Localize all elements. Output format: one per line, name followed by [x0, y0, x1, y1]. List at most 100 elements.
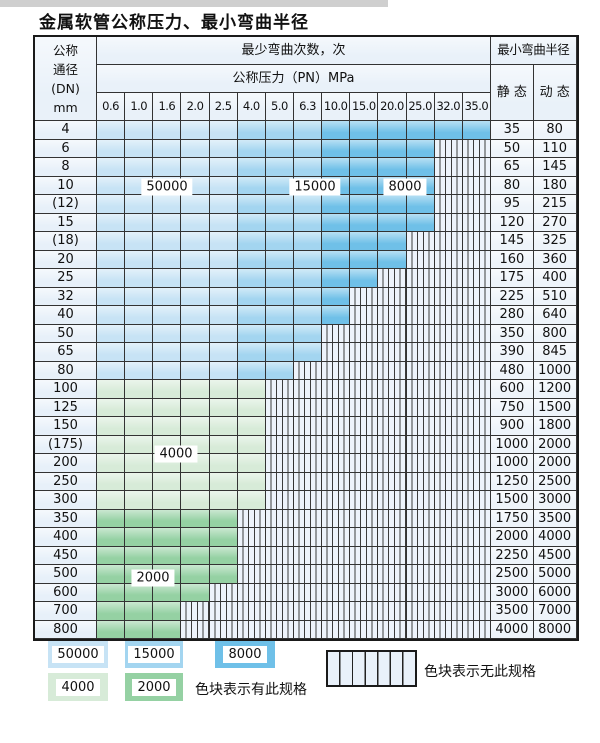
spec-cell: [97, 602, 126, 621]
no-spec-cell: [322, 361, 351, 380]
pressure-value-header: 32.0: [434, 93, 463, 121]
spec-cell: [181, 491, 210, 510]
no-spec-cell: [434, 306, 463, 325]
no-spec-cell: [293, 472, 323, 491]
dn-cell: 150: [35, 417, 97, 436]
spec-cell: [293, 343, 323, 362]
no-spec-cell: [350, 509, 379, 528]
spec-cell: [209, 361, 238, 380]
no-spec-cell: [322, 583, 351, 602]
spec-cell: [181, 380, 210, 399]
spec-cell: [97, 250, 126, 269]
no-spec-cell: [378, 417, 407, 436]
spec-cell: [322, 213, 351, 232]
spec-cell: [209, 528, 238, 547]
dynamic-radius-cell: 4000: [533, 528, 577, 547]
pressure-value-header: 4.0: [237, 93, 266, 121]
spec-cell: [153, 343, 182, 362]
no-spec-cell: [406, 269, 435, 288]
spec-cell: [350, 195, 379, 214]
no-spec-cell: [322, 491, 351, 510]
spec-cell: [97, 454, 126, 473]
dn-cell: 300: [35, 491, 97, 510]
spec-cell: [181, 509, 210, 528]
dn-cell: 20: [35, 250, 97, 269]
dynamic-radius-cell: 7000: [533, 602, 577, 621]
spec-cell: [153, 306, 182, 325]
no-spec-cell: [350, 398, 379, 417]
spec-cell: [97, 380, 126, 399]
no-spec-cell: [406, 287, 435, 306]
no-spec-cell: [462, 250, 491, 269]
dynamic-radius-cell: 3000: [533, 491, 577, 510]
no-spec-cell: [293, 380, 323, 399]
spec-cell: [378, 158, 407, 177]
static-radius-cell: 4000: [489, 620, 534, 639]
spec-cell: [265, 361, 294, 380]
spec-cell: [237, 176, 266, 195]
dynamic-column-header: 动 态: [533, 65, 577, 121]
spec-cell: [125, 417, 154, 436]
cycle-count-label: 4000: [154, 445, 198, 463]
spec-cell: [97, 361, 126, 380]
legend-swatch-label: 15000: [128, 646, 180, 663]
no-spec-cell: [209, 583, 238, 602]
no-spec-cell: [462, 602, 491, 621]
no-spec-cell: [322, 620, 351, 639]
no-spec-cell: [322, 343, 351, 362]
pressure-value-header: 20.0: [378, 93, 407, 121]
spec-cell: [125, 546, 154, 565]
spec-cell: [125, 269, 154, 288]
spec-cell: [237, 491, 266, 510]
no-spec-cell: [406, 232, 435, 251]
no-spec-cell: [378, 287, 407, 306]
spec-cell: [153, 398, 182, 417]
legend-no-spec-swatch: [326, 650, 417, 687]
spec-cell: [181, 324, 210, 343]
no-spec-cell: [406, 361, 435, 380]
no-spec-cell: [462, 213, 491, 232]
no-spec-cell: [378, 602, 407, 621]
no-spec-cell: [350, 435, 379, 454]
no-spec-cell: [293, 583, 323, 602]
spec-cell: [125, 306, 154, 325]
spec-cell: [125, 602, 154, 621]
dynamic-radius-cell: 5000: [533, 565, 577, 584]
spec-cell: [153, 232, 182, 251]
spec-cell: [209, 139, 238, 158]
min-bend-radius-header: 最小弯曲半径: [490, 37, 577, 65]
spec-cell: [406, 195, 435, 214]
dynamic-radius-cell: 2500: [533, 472, 577, 491]
spec-cell: [378, 232, 407, 251]
spec-cell: [97, 546, 126, 565]
spec-cell: [153, 213, 182, 232]
static-radius-cell: 3500: [489, 602, 534, 621]
no-spec-cell: [265, 546, 294, 565]
spec-cell: [125, 620, 154, 639]
dynamic-radius-cell: 1800: [533, 417, 577, 436]
spec-cell: [125, 121, 154, 140]
spec-cell: [265, 213, 294, 232]
no-spec-cell: [434, 158, 463, 177]
spec-cell: [125, 139, 154, 158]
no-spec-cell: [462, 398, 491, 417]
spec-cell: [322, 232, 351, 251]
spec-cell: [153, 158, 182, 177]
no-spec-cell: [434, 361, 463, 380]
spec-cell: [153, 491, 182, 510]
static-radius-cell: 175: [489, 269, 534, 288]
spec-cell: [181, 398, 210, 417]
legend-swatch: 15000: [125, 641, 183, 668]
no-spec-cell: [462, 306, 491, 325]
dn-cell: 400: [35, 528, 97, 547]
no-spec-cell: [237, 583, 266, 602]
dn-cell: 350: [35, 509, 97, 528]
no-spec-cell: [378, 454, 407, 473]
spec-cell: [209, 417, 238, 436]
legend-swatch-label: 4000: [56, 678, 100, 696]
no-spec-cell: [462, 343, 491, 362]
no-spec-cell: [434, 380, 463, 399]
spec-cell: [322, 306, 351, 325]
spec-cell: [293, 158, 323, 177]
spec-cell: [209, 158, 238, 177]
